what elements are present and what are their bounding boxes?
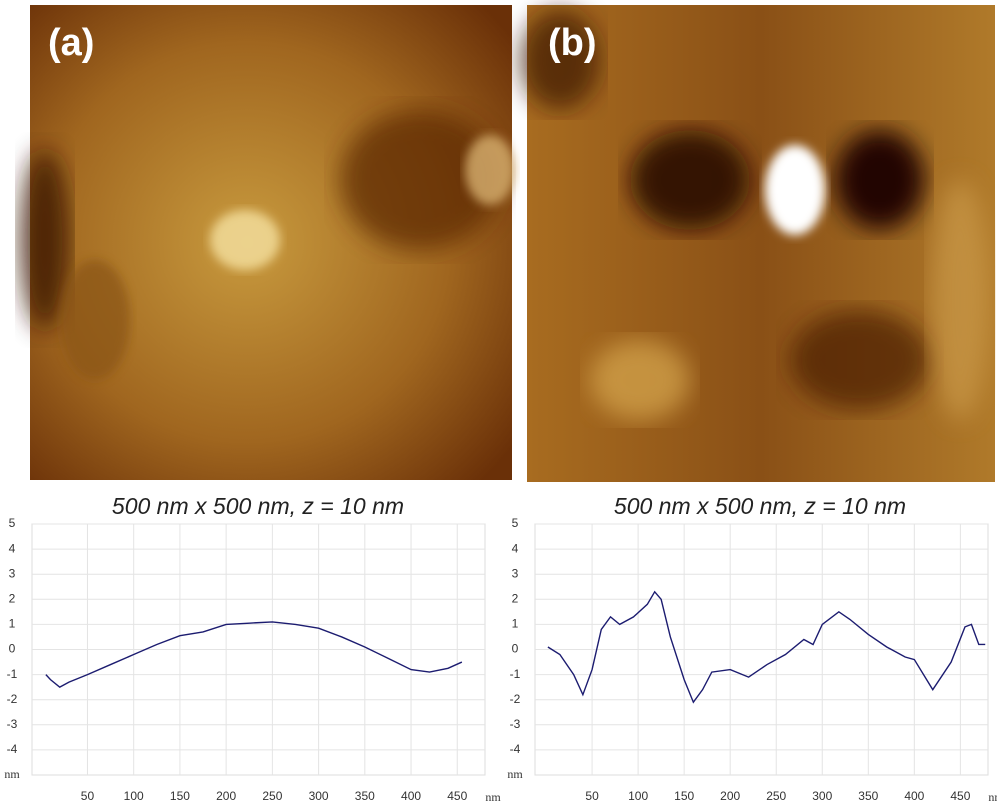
x-tick-label: 300 (812, 789, 832, 803)
y-tick-label: -1 (7, 667, 18, 681)
caption: 500 nm x 500 nm, z = 10 nm (614, 493, 906, 519)
y-tick-label: 2 (512, 591, 519, 605)
profile-line (45, 621, 463, 688)
afm-image-b (520, 5, 995, 482)
y-tick-label: 3 (512, 566, 519, 580)
y-tick-label: 1 (512, 617, 519, 631)
x-tick-label: 250 (262, 789, 282, 803)
x-tick-label: 200 (720, 789, 740, 803)
x-tick-label: 350 (858, 789, 878, 803)
y-tick-label: 5 (512, 516, 519, 530)
x-tick-label: 100 (124, 789, 144, 803)
x-axis-label: nm (485, 790, 501, 804)
x-tick-label: 100 (628, 789, 648, 803)
x-tick-label: 50 (585, 789, 599, 803)
x-tick-label: 200 (216, 789, 236, 803)
y-tick-label: 5 (9, 516, 16, 530)
panel-label: (b) (548, 22, 597, 64)
panel-label: (a) (48, 22, 94, 64)
x-tick-label: 150 (170, 789, 190, 803)
x-axis-label: nm (988, 790, 997, 804)
y-tick-label: -2 (510, 692, 521, 706)
y-tick-label: 4 (9, 541, 16, 555)
x-tick-label: 300 (309, 789, 329, 803)
caption: 500 nm x 500 nm, z = 10 nm (112, 493, 404, 519)
x-tick-label: 250 (766, 789, 786, 803)
y-tick-label: 2 (9, 591, 16, 605)
profile-line (547, 590, 986, 704)
y-axis-label: nm (4, 767, 20, 781)
y-tick-label: -3 (7, 717, 18, 731)
y-tick-label: -2 (7, 692, 18, 706)
x-tick-label: 450 (950, 789, 970, 803)
y-tick-label: -4 (510, 742, 521, 756)
y-axis-label: nm (507, 767, 523, 781)
afm-image-a (20, 5, 515, 480)
x-tick-label: 400 (904, 789, 924, 803)
y-tick-label: 0 (512, 642, 519, 656)
x-tick-label: 150 (674, 789, 694, 803)
y-tick-label: -1 (510, 667, 521, 681)
y-tick-label: 1 (9, 617, 16, 631)
y-tick-label: 0 (9, 642, 16, 656)
x-tick-label: 400 (401, 789, 421, 803)
y-tick-label: 4 (512, 541, 519, 555)
x-tick-label: 450 (447, 789, 467, 803)
y-tick-label: -3 (510, 717, 521, 731)
x-tick-label: 350 (355, 789, 375, 803)
x-tick-label: 50 (81, 789, 95, 803)
y-tick-label: -4 (7, 742, 18, 756)
y-tick-label: 3 (9, 566, 16, 580)
